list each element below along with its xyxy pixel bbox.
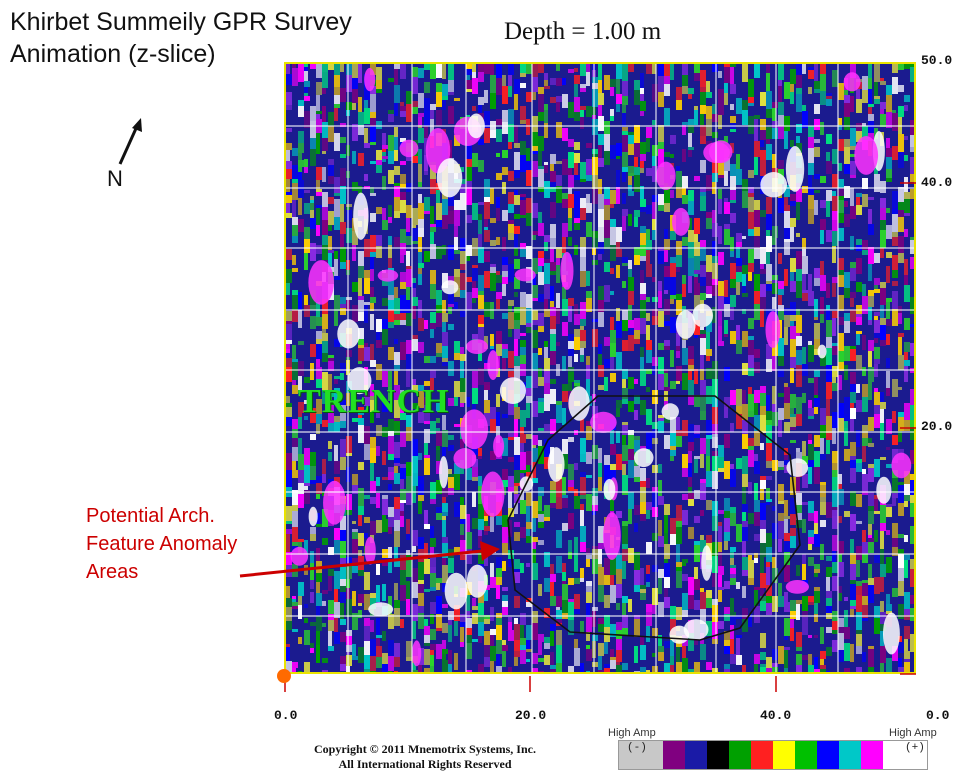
north-label: N <box>107 166 123 191</box>
x-tick-0-right: 0.0 <box>926 708 950 723</box>
annotation-line-3: Areas <box>86 561 139 583</box>
annotation-line-1: Potential Arch. <box>86 505 215 527</box>
y-tick-20: 20.0 <box>921 419 953 434</box>
legend-swatch <box>795 741 817 769</box>
x-tick-40: 40.0 <box>760 708 792 723</box>
north-arrow-icon <box>118 118 142 165</box>
legend-swatch <box>817 741 839 769</box>
legend-swatch <box>883 741 905 769</box>
x-tick-0: 0.0 <box>274 708 298 723</box>
legend-swatch <box>619 741 641 769</box>
copyright-line-1: Copyright © 2011 Mnemotrix Systems, Inc. <box>314 742 536 756</box>
legend-swatch <box>773 741 795 769</box>
survey-title-line-1: Khirbet Summeily GPR Survey <box>10 8 352 36</box>
legend-swatch <box>663 741 685 769</box>
x-tick-20: 20.0 <box>515 708 547 723</box>
legend-swatch <box>839 741 861 769</box>
legend-left-label: High Amp <box>608 727 656 739</box>
copyright-notice: Copyright © 2011 Mnemotrix Systems, Inc.… <box>270 742 580 772</box>
gpr-slice-image <box>284 62 916 674</box>
legend-swatch <box>729 741 751 769</box>
anomaly-annotation: Potential Arch. Feature Anomaly Areas <box>86 502 237 586</box>
legend-color-bar <box>618 740 928 770</box>
annotation-line-2: Feature Anomaly <box>86 533 238 555</box>
legend-right-label: High Amp <box>889 727 937 739</box>
amplitude-legend: High Amp High Amp (-) (+) <box>605 727 940 771</box>
legend-positive-sign: (+) <box>905 742 925 754</box>
survey-title: Khirbet Summeily GPR Survey Animation (z… <box>10 6 352 70</box>
legend-swatch <box>641 741 663 769</box>
survey-title-line-2: Animation (z-slice) <box>10 40 216 68</box>
legend-swatch <box>905 741 927 769</box>
legend-swatch <box>861 741 883 769</box>
trench-label: TRENCH <box>298 383 450 420</box>
depth-label: Depth = 1.00 m <box>504 18 662 45</box>
legend-swatch <box>751 741 773 769</box>
y-tick-50: 50.0 <box>921 53 953 68</box>
legend-swatch <box>707 741 729 769</box>
legend-negative-sign: (-) <box>627 742 647 754</box>
legend-swatch <box>685 741 707 769</box>
copyright-line-2: All International Rights Reserved <box>338 757 512 771</box>
y-tick-40: 40.0 <box>921 175 953 190</box>
